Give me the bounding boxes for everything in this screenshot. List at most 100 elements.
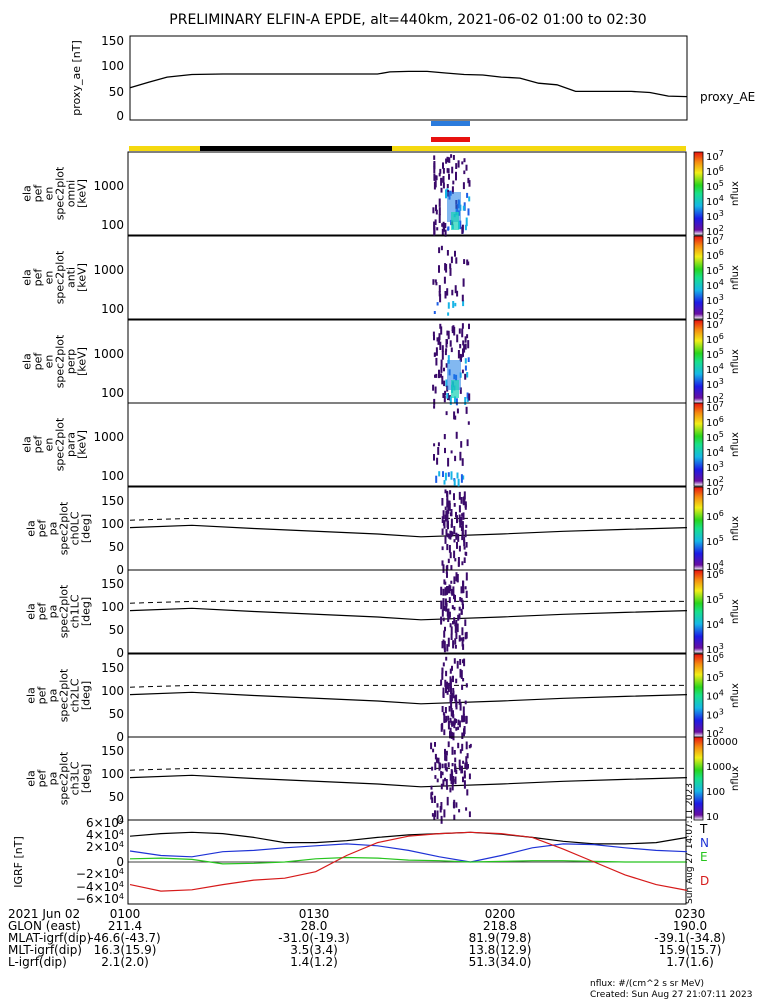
spectrogram-cell xyxy=(446,513,449,521)
spectrogram-cell xyxy=(453,658,456,664)
spectrogram-cell xyxy=(441,609,444,617)
colorbar-tick: 106 xyxy=(706,248,724,262)
panel-ylabel: elapefpaspec2plotch1LC[deg] xyxy=(25,584,93,638)
figure-title: PRELIMINARY ELFIN-A EPDE, alt=440km, 202… xyxy=(169,12,646,28)
spectrogram-cell xyxy=(462,586,465,594)
spectrogram-cell xyxy=(461,684,464,690)
spectrogram-cell xyxy=(466,192,469,198)
spectrogram-cell xyxy=(455,257,458,264)
spectrogram-cell xyxy=(458,514,461,523)
spectrogram-cell xyxy=(436,803,439,808)
proxy-ae-panel: 150 100 50 0 proxy_ae [nT] proxy_AE xyxy=(70,34,755,123)
igrf-line-E xyxy=(129,856,687,865)
spectrogram-cell xyxy=(465,552,468,556)
spectrogram-panel-3: elapefenspec2plotpara[keV]10010001021031… xyxy=(21,400,742,489)
spectrogram-cell xyxy=(445,189,447,199)
spectrogram-cell xyxy=(450,154,453,158)
colorbar-tick: 104 xyxy=(706,617,724,631)
spectrogram-cell xyxy=(463,770,466,777)
spectrogram-cell xyxy=(452,621,454,625)
spectrogram-cell xyxy=(434,742,436,747)
spectrogram-cell xyxy=(446,393,449,399)
spectrogram-cell xyxy=(431,813,434,817)
spectrogram-cell xyxy=(447,558,450,564)
spectrogram-cell xyxy=(433,166,436,174)
colorbar-label: nflux xyxy=(730,349,741,374)
ytick-100: 100 xyxy=(101,600,124,614)
colorbar-tick: 102 xyxy=(706,308,724,322)
spectrogram-cell xyxy=(448,533,451,539)
proxy-ae-ytick-50: 50 xyxy=(109,85,124,99)
igrf-panel: IGRF [nT] 6×104 4×104 2×104 0 −2×104 −4×… xyxy=(12,783,709,906)
spectrogram-cell xyxy=(452,640,455,649)
spectrogram-cell xyxy=(461,521,464,530)
spectrogram-cell xyxy=(463,658,466,667)
spectrogram-cell xyxy=(440,326,443,335)
spectrogram-cell xyxy=(432,279,435,285)
spectrogram-cell xyxy=(464,343,467,350)
spectrogram-panel-0: elapefenspec2plotomni[keV]10010001021031… xyxy=(21,149,742,238)
spectrogram-cell xyxy=(465,715,468,722)
spectrogram-cell xyxy=(442,182,445,189)
spectrogram-cell xyxy=(460,517,463,525)
spectrogram-cell xyxy=(430,785,433,790)
spectrogram-cell xyxy=(444,229,447,237)
spectrogram-cell xyxy=(447,457,450,467)
panel-frame xyxy=(127,319,687,404)
spectrogram-cell xyxy=(436,778,439,783)
spectrogram-cell xyxy=(435,209,438,215)
ytick-1000: 1000 xyxy=(93,263,124,277)
spectrogram-cell xyxy=(441,350,444,360)
spectrogram-cell xyxy=(451,746,454,755)
panel-frame xyxy=(127,569,687,654)
spectrogram-cell xyxy=(438,333,441,341)
spectrogram-panel-1: elapefenspec2plotanti[keV]10010001021031… xyxy=(21,233,742,322)
status-bar-black xyxy=(200,146,392,151)
colorbar-label: nflux xyxy=(730,265,741,290)
spectrogram-cell xyxy=(455,533,458,540)
proxy-ae-ylabel: proxy_ae [nT] xyxy=(70,40,83,115)
spectrogram-cell xyxy=(445,348,448,352)
spectrogram-cell xyxy=(447,614,450,622)
spectrogram-cell xyxy=(445,510,448,518)
spectrogram-cell xyxy=(456,660,459,669)
spectrogram-cell xyxy=(433,443,436,447)
spectrogram-cell xyxy=(442,471,444,477)
spectrogram-cell xyxy=(433,228,436,237)
ytick-1000: 1000 xyxy=(93,430,124,444)
spectrogram-cell xyxy=(464,397,467,405)
proxy-ae-ytick-150: 150 xyxy=(101,34,124,48)
spectrogram-cell xyxy=(438,285,441,293)
colorbar-tick: 102 xyxy=(706,475,724,489)
colorbar-tick: 104 xyxy=(706,362,724,376)
spectrogram-panel-2: elapefenspec2plotperp[keV]10010001021031… xyxy=(21,317,742,406)
spectrogram-cell xyxy=(462,205,465,211)
spectrogram-cell xyxy=(459,387,462,394)
spectrogram-cell xyxy=(433,173,436,181)
spectrogram-cell xyxy=(443,225,445,232)
spectrogram-cell xyxy=(459,220,462,230)
spectrogram-cell xyxy=(447,741,450,748)
spectrogram-cell xyxy=(467,208,470,216)
spectrogram-cell xyxy=(444,626,446,632)
footer-cell: 2.1(2.0) xyxy=(101,955,149,969)
spectrogram-cell xyxy=(442,779,445,786)
spectrogram-cell xyxy=(454,285,457,294)
spectrogram-cell xyxy=(445,411,448,416)
spectrogram-cell xyxy=(443,714,446,723)
spectrogram-cell xyxy=(446,681,448,690)
spectrogram-cell xyxy=(449,340,452,347)
spectrogram-cell xyxy=(443,719,446,723)
colorbar xyxy=(693,402,704,487)
spectrogram-cell xyxy=(464,373,467,380)
colorbar-label: nflux xyxy=(730,599,741,624)
spectrogram-cell xyxy=(464,224,467,231)
spectrogram-cell xyxy=(446,644,449,652)
ytick-0: 0 xyxy=(116,646,124,660)
spectrogram-cell xyxy=(433,398,436,406)
spectrogram-cell xyxy=(456,574,459,583)
spectrogram-cell xyxy=(468,745,471,749)
colorbar xyxy=(693,653,704,738)
spectrogram-cell xyxy=(467,261,470,266)
